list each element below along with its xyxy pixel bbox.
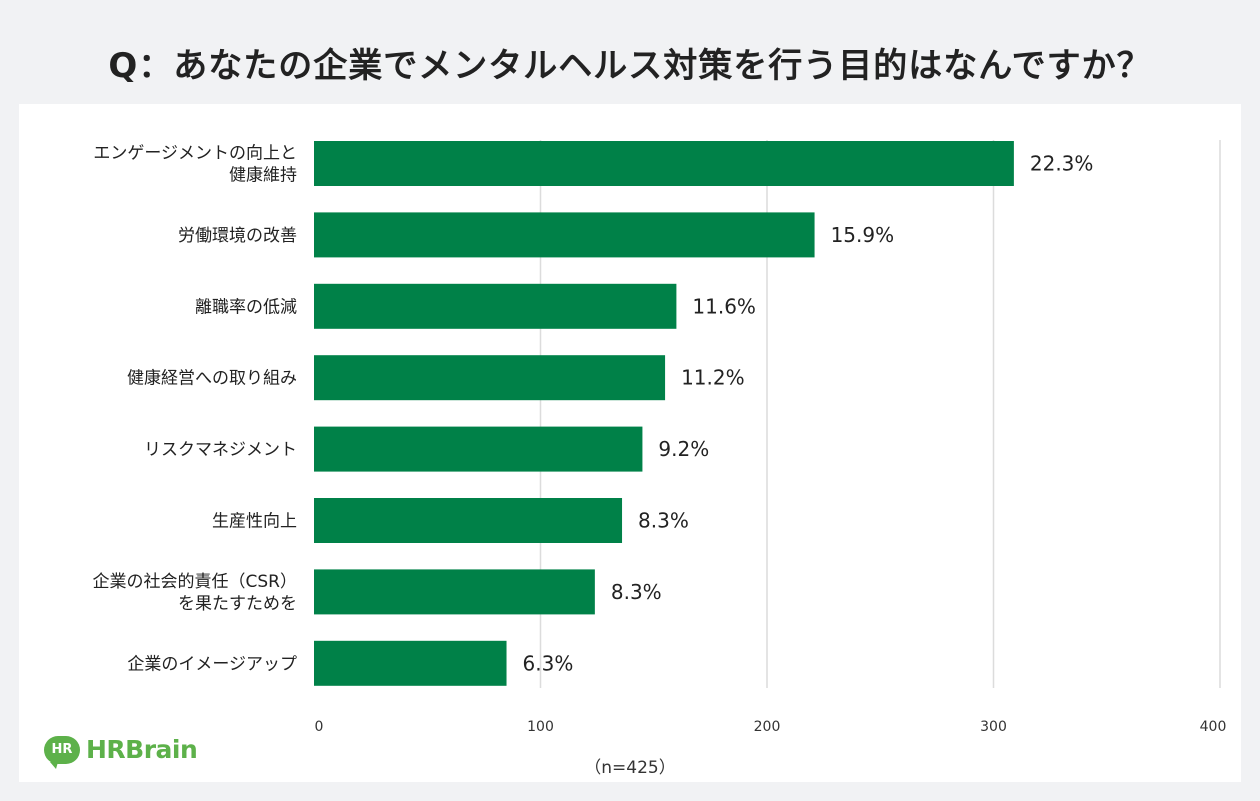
logo-badge-icon: HR (44, 735, 80, 769)
bar-value-label: 8.3% (638, 509, 689, 533)
x-tick-label: 200 (754, 719, 781, 735)
chart-title: Q：あなたの企業でメンタルヘルス対策を行う目的はなんですか？ (108, 46, 1152, 86)
category-label: 生産性向上 (212, 512, 297, 532)
bar-value-label: 11.2% (681, 366, 745, 390)
logo-text: HRBrain (86, 735, 198, 764)
x-tick-label: 100 (527, 719, 554, 735)
bar (314, 141, 1014, 186)
bar (314, 498, 623, 543)
x-tick-label: 400 (1200, 719, 1227, 735)
x-tick-label: 0 (315, 719, 324, 735)
category-label: 企業のイメージアップ (127, 654, 297, 674)
category-label: 労働環境の改善 (178, 226, 297, 246)
category-label: 健康経営への取り組み (127, 369, 297, 389)
bar (314, 355, 666, 401)
sample-size-note: （n=425） (584, 758, 676, 778)
category-label: 企業の社会的責任（CSR） (93, 572, 297, 592)
bar (314, 212, 815, 258)
hrbrain-logo: HR HRBrain (44, 735, 198, 769)
x-tick-label: 300 (980, 719, 1007, 735)
category-label: を果たすためを (178, 594, 297, 614)
bar (314, 426, 643, 472)
bar-value-label: 8.3% (611, 580, 662, 604)
bar-value-label: 22.3% (1030, 152, 1094, 176)
bar (314, 640, 507, 686)
bar-value-label: 11.6% (692, 294, 756, 318)
category-label: 健康維持 (229, 166, 297, 186)
bar (314, 283, 677, 329)
category-label: 離職率の低減 (195, 297, 297, 317)
category-label: リスクマネジメント (144, 440, 297, 460)
bar-value-label: 6.3% (523, 651, 574, 675)
bar (314, 569, 595, 615)
bar-value-label: 15.9% (831, 223, 895, 247)
bar-value-label: 9.2% (658, 437, 709, 461)
category-label: エンゲージメントの向上と (93, 144, 297, 164)
